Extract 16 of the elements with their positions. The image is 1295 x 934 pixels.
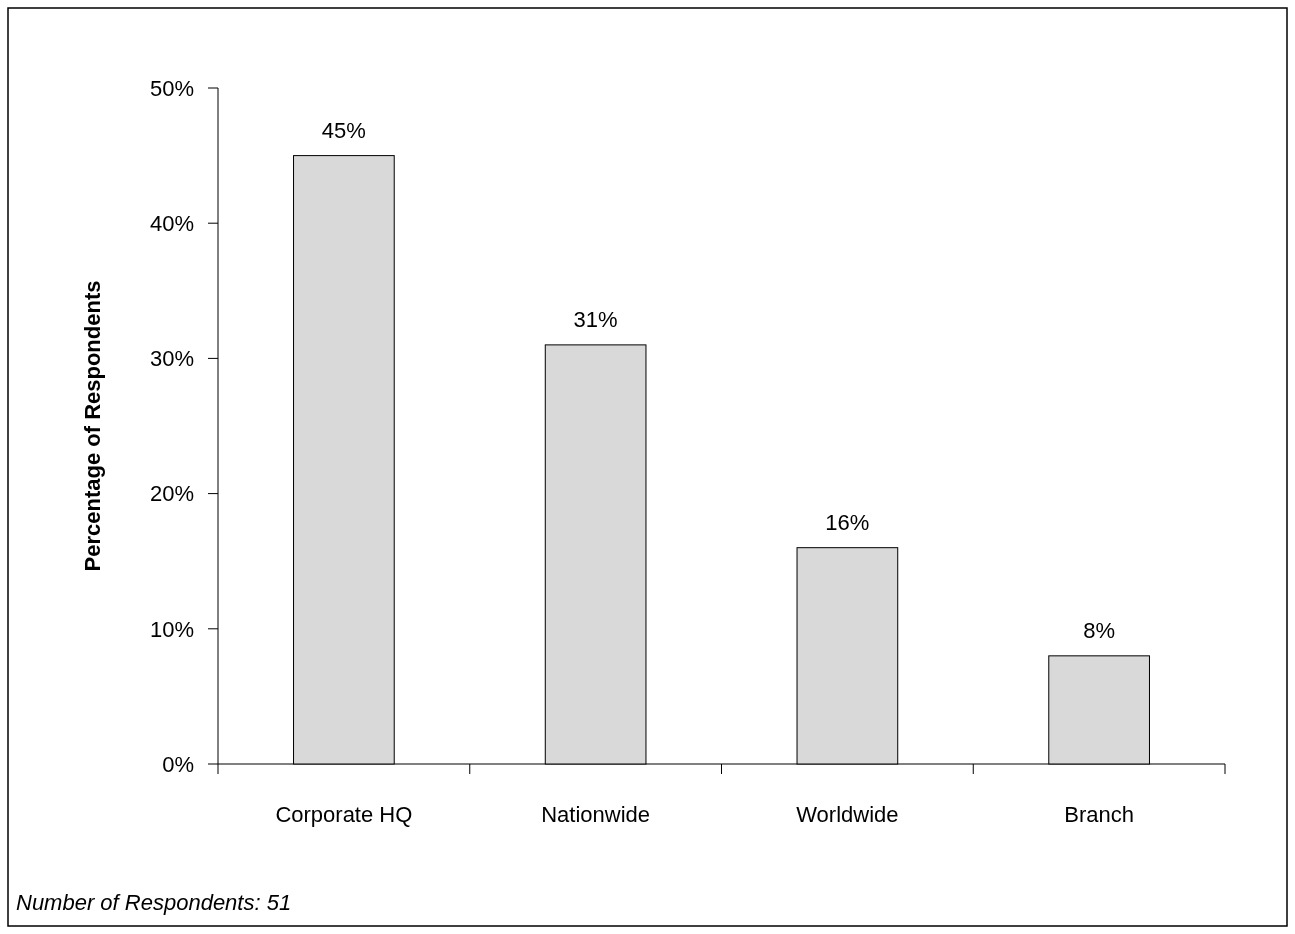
y-tick-label: 0% [162, 751, 194, 777]
y-tick-label: 10% [149, 616, 194, 642]
y-tick-label: 50% [149, 75, 194, 101]
data-label: 31% [573, 306, 618, 332]
data-label: 8% [1083, 617, 1116, 643]
y-axis-title: Percentage of Respondents [80, 280, 105, 572]
y-tick-label: 40% [149, 210, 194, 236]
y-tick-label: 30% [149, 346, 194, 372]
text: Number of Respondents: 51 [16, 890, 292, 915]
x-tick-label: Branch [1064, 802, 1134, 827]
y-tick-label: 20% [149, 481, 194, 507]
x-tick-label: Corporate HQ [275, 802, 413, 827]
x-tick-label: Worldwide [796, 802, 899, 827]
data-label: 16% [825, 509, 870, 535]
x-tick-label: Nationwide [541, 802, 651, 827]
data-label: 45% [321, 117, 366, 143]
